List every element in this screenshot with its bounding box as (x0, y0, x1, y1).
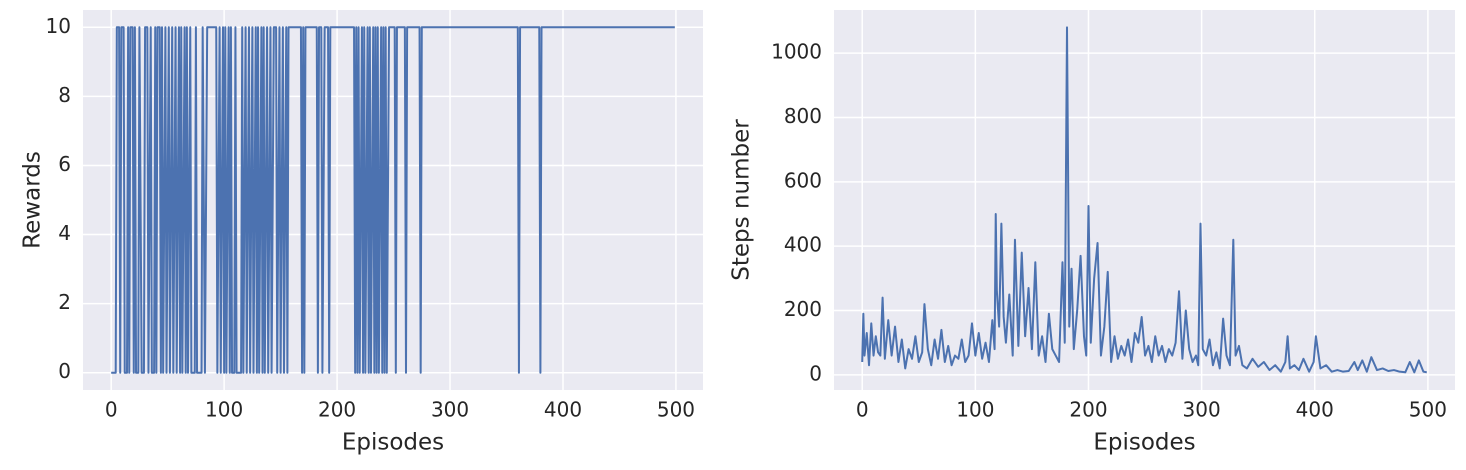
y-tick-label: 6 (58, 152, 71, 176)
y-axis-label: Steps number (729, 119, 755, 281)
y-tick-label: 4 (58, 221, 71, 245)
y-tick-label: 0 (58, 359, 71, 383)
y-tick-label: 8 (58, 83, 71, 107)
y-tick-label: 1000 (771, 40, 822, 64)
x-tick-label: 200 (1069, 398, 1107, 422)
data-line (861, 26, 1427, 374)
y-axis-label: Rewards (20, 151, 46, 249)
x-tick-label: 300 (431, 398, 469, 422)
y-tick-label: 10 (46, 14, 71, 38)
plot-area (834, 10, 1455, 390)
x-tick-label: 500 (657, 398, 695, 422)
x-axis-label: Episodes (1093, 430, 1195, 456)
x-tick-label: 0 (856, 398, 869, 422)
y-tick-label: 200 (784, 297, 822, 321)
x-tick-label: 100 (205, 398, 243, 422)
x-tick-label: 400 (544, 398, 582, 422)
x-tick-label: 100 (956, 398, 994, 422)
x-axis-label: Episodes (342, 430, 444, 456)
data-line (111, 26, 675, 374)
y-tick-label: 0 (809, 361, 822, 385)
x-tick-label: 200 (318, 398, 356, 422)
y-tick-label: 2 (58, 290, 71, 314)
x-tick-label: 0 (105, 398, 118, 422)
x-tick-label: 500 (1409, 398, 1447, 422)
y-tick-label: 600 (784, 168, 822, 192)
x-tick-label: 400 (1296, 398, 1334, 422)
x-tick-label: 300 (1183, 398, 1221, 422)
y-tick-label: 400 (784, 233, 822, 257)
y-tick-label: 800 (784, 104, 822, 128)
